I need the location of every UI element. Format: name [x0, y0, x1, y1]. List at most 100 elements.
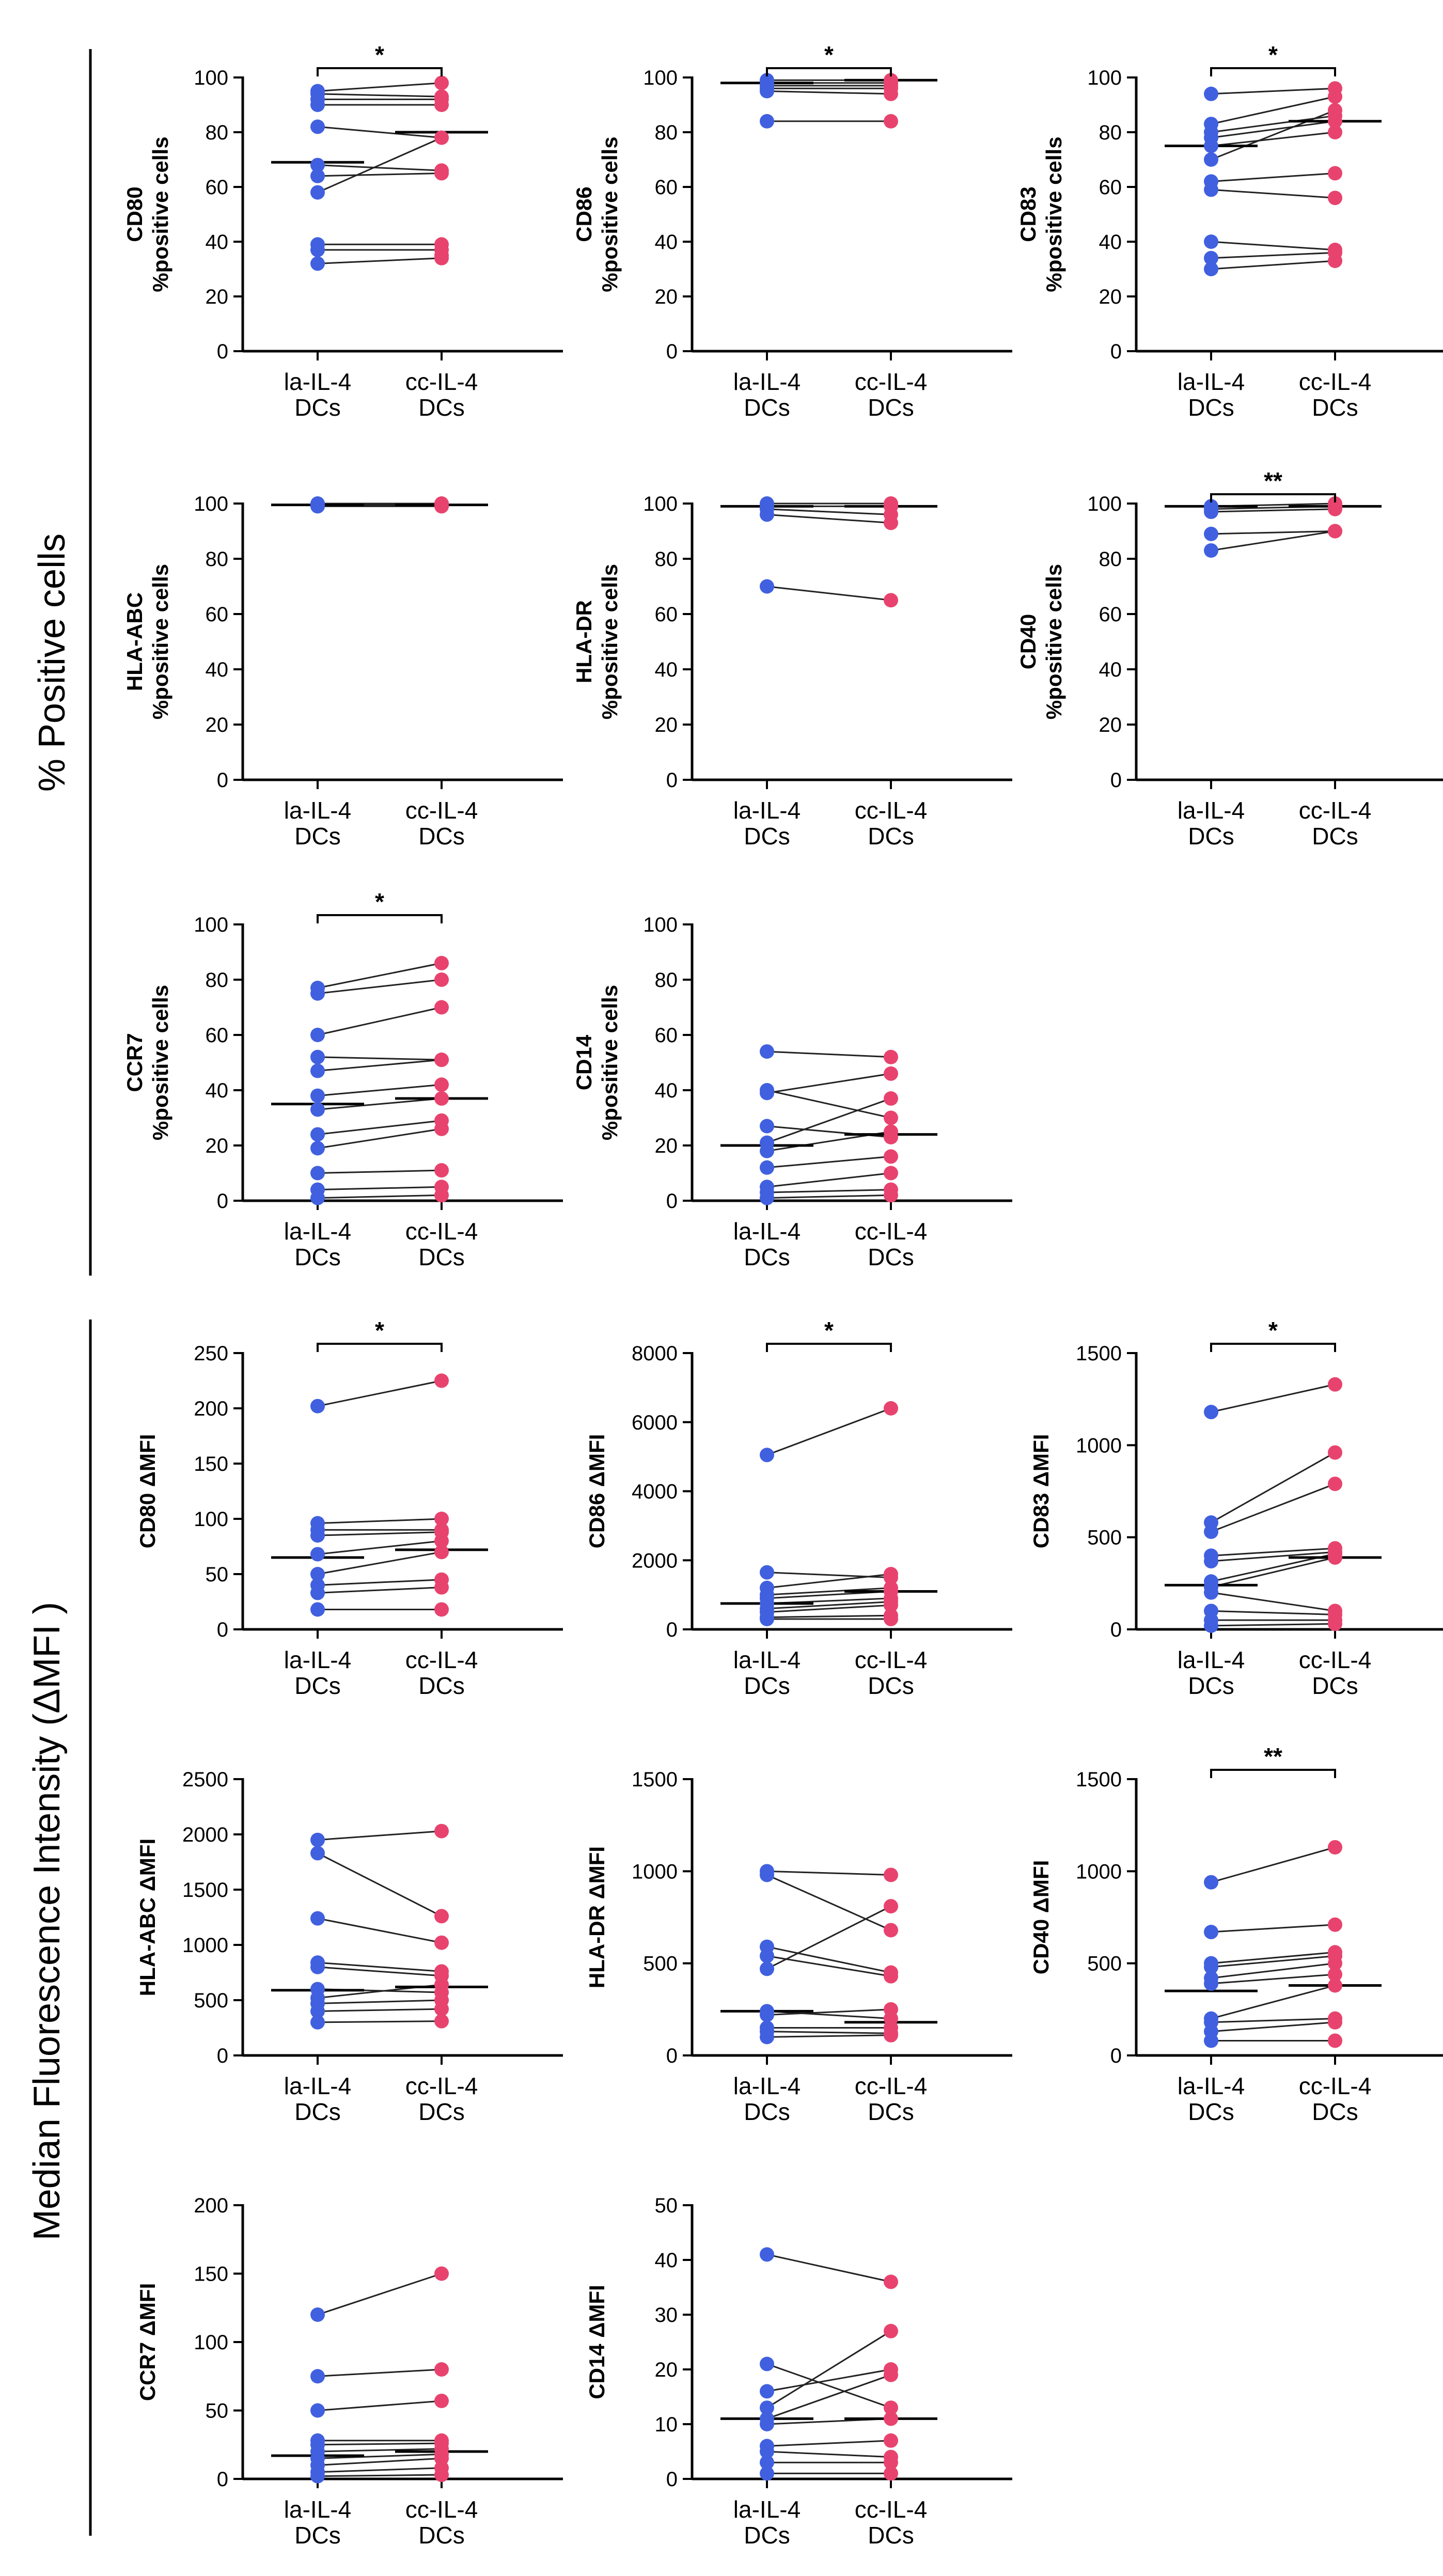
significance-label: **: [1264, 1743, 1282, 1770]
point-la: [1204, 526, 1218, 541]
point-cc: [434, 2468, 449, 2483]
pair-line: [1211, 131, 1336, 147]
y-tick-label: 80: [1099, 121, 1122, 144]
pair-line: [317, 1587, 442, 1594]
y-tick-label: 150: [194, 2263, 228, 2286]
pair-line: [1211, 252, 1336, 259]
y-tick-label: 40: [1099, 658, 1122, 681]
y-axis-label: CD83 ΔMFI: [1029, 1434, 1053, 1549]
pair-line: [766, 1050, 891, 1058]
significance-label: *: [824, 1317, 834, 1344]
point-la: [760, 1565, 774, 1580]
point-la: [310, 256, 325, 271]
y-tick-label: 150: [194, 1453, 228, 1475]
x-tick-label: DCs: [744, 1244, 790, 1270]
pair-line: [317, 1128, 442, 1149]
point-cc: [1328, 2033, 1342, 2048]
group-label-positive: % Positive cells: [32, 533, 73, 792]
x-tick-label: la-IL-4: [1178, 2072, 1245, 2099]
pair-line: [1211, 1483, 1336, 1533]
x-tick-label: DCs: [744, 1672, 790, 1699]
significance-bracket: [1210, 493, 1336, 502]
pair-line: [317, 1830, 442, 1841]
significance-label: **: [1264, 467, 1282, 494]
point-la: [310, 1911, 325, 1926]
point-cc: [884, 1166, 898, 1181]
pair-line: [766, 1155, 891, 1169]
point-cc: [884, 2367, 898, 2382]
x-tick-label: DCs: [294, 1672, 340, 1699]
y-tick-label: 100: [1087, 493, 1122, 515]
pair-line: [317, 979, 442, 995]
x-tick-label: la-IL-4: [733, 1646, 801, 1673]
significance-bracket: [317, 914, 443, 923]
y-tick-label: 1000: [1076, 1860, 1122, 1883]
point-la: [310, 1127, 325, 1142]
x-tick-label: cc-IL-4: [405, 1646, 478, 1673]
x-tick-label: DCs: [1312, 2098, 1358, 2125]
pair-line: [766, 1614, 891, 1619]
point-la: [310, 2469, 325, 2484]
y-axis-label: CD14: [572, 1034, 596, 1090]
point-la: [310, 158, 325, 172]
point-cc: [1328, 254, 1342, 269]
pair-line: [1211, 508, 1336, 513]
pair-line: [1211, 87, 1336, 95]
x-tick-label: cc-IL-4: [405, 2072, 478, 2099]
pair-line: [766, 2374, 891, 2420]
pair-line: [766, 2034, 891, 2038]
pair-line: [317, 1056, 442, 1061]
pair-line: [317, 137, 442, 193]
point-cc: [434, 1533, 449, 1548]
significance-label: *: [375, 888, 384, 915]
y-axis-label: %positive cells: [148, 564, 172, 719]
y-axis-label: CD86: [572, 186, 596, 242]
y-tick-label: 100: [1087, 67, 1122, 89]
y-axis-label: CD40 ΔMFI: [1029, 1860, 1053, 1975]
point-cc: [434, 499, 449, 514]
pair-line: [317, 82, 442, 92]
x-tick-label: cc-IL-4: [855, 2496, 928, 2523]
point-la: [1204, 182, 1218, 197]
y-tick-label: 200: [194, 2194, 228, 2217]
pair-line: [317, 2453, 442, 2459]
panel-cd80_mfi: 050100150200250la-IL-4DCscc-IL-4DCsCD80 …: [135, 1317, 563, 1699]
x-tick-label: cc-IL-4: [405, 797, 478, 824]
x-tick-label: DCs: [294, 823, 340, 850]
point-la: [310, 1399, 325, 1413]
point-la: [310, 1959, 325, 1974]
pair-line: [1211, 530, 1336, 535]
pair-line: [766, 513, 891, 524]
point-la: [310, 1547, 325, 1562]
point-la: [310, 1088, 325, 1103]
pair-line: [317, 1194, 442, 1199]
y-axis-label: CCR7: [122, 1033, 147, 1092]
pair-line: [317, 2273, 442, 2316]
pair-line: [766, 1905, 891, 1970]
pair-line: [766, 1573, 891, 1589]
point-la: [1204, 1524, 1218, 1539]
y-tick-label: 40: [206, 1079, 229, 1102]
point-la: [310, 1141, 325, 1156]
point-la: [760, 1160, 774, 1175]
point-la: [310, 2403, 325, 2418]
x-tick-label: DCs: [868, 394, 914, 421]
point-cc: [884, 2455, 898, 2470]
point-cc: [884, 1066, 898, 1081]
x-tick-label: cc-IL-4: [1299, 2072, 1372, 2099]
y-tick-label: 100: [643, 914, 678, 936]
point-cc: [884, 1401, 898, 1416]
point-la: [310, 1846, 325, 1861]
pair-line: [1211, 1551, 1336, 1562]
point-cc: [1328, 1917, 1342, 1932]
pair-line: [766, 2440, 891, 2447]
point-la: [760, 2400, 774, 2415]
y-tick-label: 100: [643, 493, 678, 515]
y-tick-label: 20: [655, 286, 678, 308]
pair-line: [1211, 1846, 1336, 1883]
